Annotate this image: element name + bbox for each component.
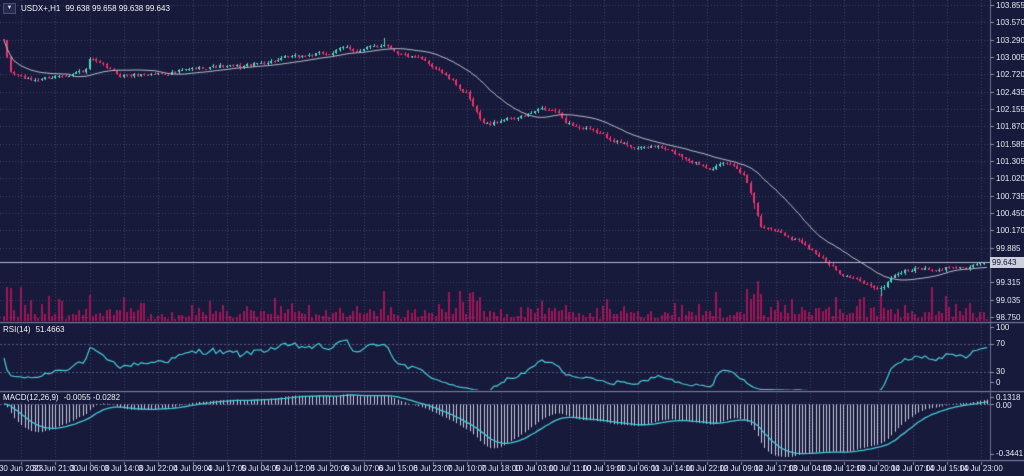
price-axis-label: 101.585 [996,140,1024,149]
time-axis-label: 12 Jul 17:00 [754,464,798,473]
price-axis-label: 103.855 [996,1,1024,10]
time-axis-label: 11 Jul 14:00 [651,464,695,473]
price-axis-label: 101.305 [996,157,1024,166]
price-axis-label: 102.720 [996,70,1024,79]
time-axis-label: 11 Jul 22:00 [685,464,729,473]
time-axis-label: 13 Jul 20:00 [856,464,900,473]
time-axis-label: 3 Jul 06:00 [70,464,110,473]
ohlc-values: 99.638 99.658 99.638 99.643 [65,4,170,13]
price-axis-label: 99.315 [996,278,1021,287]
time-axis-label: 10 Jul 11:00 [548,464,592,473]
macd-name: MACD(12,26,9) [3,393,59,402]
time-axis-label: 4 Jul 17:00 [207,464,247,473]
price-axis[interactable]: 99.643 103.855 103.570 103.290 103.005 102.7… [990,0,1024,460]
time-axis[interactable]: 30 Jun 2023 30 Jun 21:00 3 Jul 06:00 3 Jul … [0,460,1024,476]
price-axis-label: 101.020 [996,174,1024,183]
rsi-name: RSI(14) [3,325,31,334]
rsi-axis-label: 30 [996,367,1005,376]
time-axis-label: 6 Jul 07:00 [344,464,384,473]
rsi-value: 51.4663 [35,325,65,334]
time-axis-label: 10 Jul 19:00 [582,464,626,473]
price-axis-label: 103.570 [996,18,1024,27]
price-axis-label: 100.735 [996,192,1024,201]
time-axis-label: 4 Jul 09:00 [173,464,213,473]
time-axis-label: 13 Jul 12:00 [822,464,866,473]
time-axis-label: 3 Jul 22:00 [138,464,178,473]
time-axis-label: 6 Jul 15:00 [378,464,418,473]
time-axis-label: 10 Jul 03:00 [514,464,558,473]
rsi-indicator-label: RSI(14) 51.4663 [3,325,64,334]
macd-indicator-label: MACD(12,26,9) -0.0055 -0.0282 [3,393,120,402]
time-axis-label: 30 Jun 2023 [0,464,44,473]
chart-title: ▼ USDX+,H1 99.638 99.658 99.638 99.643 [3,3,170,14]
time-axis-label: 3 Jul 14:00 [104,464,144,473]
macd-values: -0.0055 -0.0282 [63,393,121,402]
time-axis-label: 12 Jul 09:00 [719,464,763,473]
price-axis-label: 100.170 [996,226,1024,235]
time-axis-label: 13 Jul 04:00 [788,464,832,473]
rsi-axis-label: 100 [996,323,1010,332]
time-axis-label: 14 Jul 23:00 [959,464,1003,473]
macd-axis-label: 0.1318 [996,393,1021,402]
time-axis-label: 7 Jul 18:00 [481,464,521,473]
time-axis-label: 5 Jul 12:00 [275,464,315,473]
rsi-axis-label: 70 [996,339,1005,348]
current-price-tag: 99.643 [990,257,1024,268]
macd-axis-label: 0.00 [996,401,1012,410]
price-axis-label: 99.035 [996,296,1021,305]
price-axis-label: 103.290 [996,36,1024,45]
time-axis-label: 5 Jul 20:00 [310,464,350,473]
price-axis-label: 100.450 [996,209,1024,218]
price-axis-label: 102.155 [996,105,1024,114]
price-axis-label: 102.435 [996,88,1024,97]
time-axis-label: 14 Jul 07:00 [891,464,935,473]
collapse-arrow-icon[interactable]: ▼ [3,3,16,14]
price-axis-label: 101.870 [996,122,1024,131]
time-axis-label: 30 Jun 21:00 [31,464,79,473]
time-axis-label: 5 Jul 04:00 [241,464,281,473]
price-axis-label: 99.885 [996,244,1021,253]
time-axis-label: 6 Jul 23:00 [413,464,453,473]
time-axis-label: 14 Jul 15:00 [925,464,969,473]
symbol-period-label: USDX+,H1 [21,4,61,13]
time-axis-label: 7 Jul 10:00 [447,464,487,473]
macd-axis-label: -0.3441 [996,449,1024,458]
price-axis-label: 103.005 [996,53,1024,62]
rsi-axis-label: 0 [996,378,1001,387]
price-axis-label: 98.750 [996,313,1021,322]
time-axis-label: 11 Jul 06:00 [616,464,660,473]
